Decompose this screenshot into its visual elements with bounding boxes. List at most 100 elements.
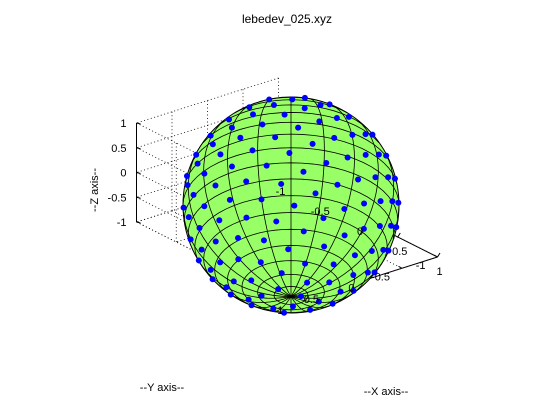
quadrature-points [180,94,402,316]
data-point [362,151,369,158]
tick-labels: -1 -0.5 0 0.5 1 -1 -0.5 0 0.5 1 -1 -0.5 0 0.5 1 [108,118,443,317]
data-point [329,300,336,307]
data-point [266,96,273,103]
sphere-parallel [328,279,355,307]
data-point [349,131,356,138]
y-tick-label: 1 [277,305,283,317]
data-point [385,174,392,181]
data-point [248,302,255,309]
data-point [331,134,338,141]
data-point [250,111,256,118]
sphere-parallel [214,228,368,294]
y-axis-label: --Y axis-- [140,382,185,394]
sphere-parallel [194,195,388,263]
data-point [388,222,395,229]
sphere-meridian [290,262,383,299]
data-point [307,306,314,313]
sphere-meridian [199,262,292,299]
data-point [194,160,201,167]
z-tick-label: 1 [120,118,126,130]
data-point [351,252,358,259]
data-point [180,204,187,211]
sphere-parallel [187,178,395,240]
z-tick-label: -0.5 [108,192,127,204]
x-tick-label: -1 [276,186,286,198]
z-tick-label: -1 [117,217,127,229]
data-point [321,243,328,250]
data-point [286,150,293,157]
z-tick [136,221,141,224]
data-point [243,178,250,185]
data-point [243,214,250,221]
data-point [190,191,197,198]
data-point [361,200,368,207]
data-point [391,175,398,182]
data-point [216,217,223,224]
data-point [316,118,323,125]
data-point [235,256,242,263]
data-point [196,225,203,232]
x-tick [437,252,441,258]
data-point [212,238,219,245]
data-point [184,182,191,189]
z-tick [136,122,141,125]
data-point [371,269,378,276]
sphere-parallel [241,260,341,313]
data-point [209,141,216,148]
data-point [246,104,253,111]
x-tick-label: -0.5 [311,206,330,218]
z-tick [136,172,141,174]
data-point [341,205,348,212]
sphere-meridian [290,119,379,297]
data-point [304,279,311,286]
data-point [258,292,265,299]
data-point [360,225,367,232]
grid-line [136,77,279,124]
data-point [257,259,264,266]
data-point [249,147,256,154]
data-point [212,182,219,189]
sphere-meridian [203,119,292,297]
data-point [278,270,285,277]
data-point [217,151,224,158]
data-point [302,260,309,267]
data-point [259,121,266,128]
y-tick [398,265,403,269]
data-point [226,196,233,203]
data-point [372,174,379,181]
z-axis-label: --Z axis-- [89,168,101,212]
sphere-meridian [290,104,355,297]
data-point [270,305,277,312]
z-tick [136,147,141,150]
data-point [281,309,288,316]
data-point [326,101,333,108]
data-point [309,140,316,147]
data-point [226,116,233,123]
data-point [273,218,280,225]
sphere-parallel [183,162,399,220]
data-point [263,162,270,169]
data-point [228,124,235,131]
data-point [376,223,383,230]
data-point [355,176,362,183]
z-tick [136,196,141,199]
data-point [270,101,277,108]
data-point [341,232,348,239]
data-point [344,154,351,161]
data-point [326,279,333,286]
y-tick-label: 0.5 [304,294,319,306]
y-tick-label: -0.5 [371,271,390,283]
sphere-parallel [184,133,398,185]
sphere-parallel [273,286,309,305]
data-point [275,286,282,293]
data-point [323,159,330,166]
data-point [289,303,296,310]
sphere-parallel [257,274,325,311]
x-tick-label: 1 [436,266,442,278]
data-point [350,287,357,294]
data-point [362,131,369,138]
sphere-parallel [227,245,355,307]
data-point [209,276,216,283]
data-point [377,198,384,205]
